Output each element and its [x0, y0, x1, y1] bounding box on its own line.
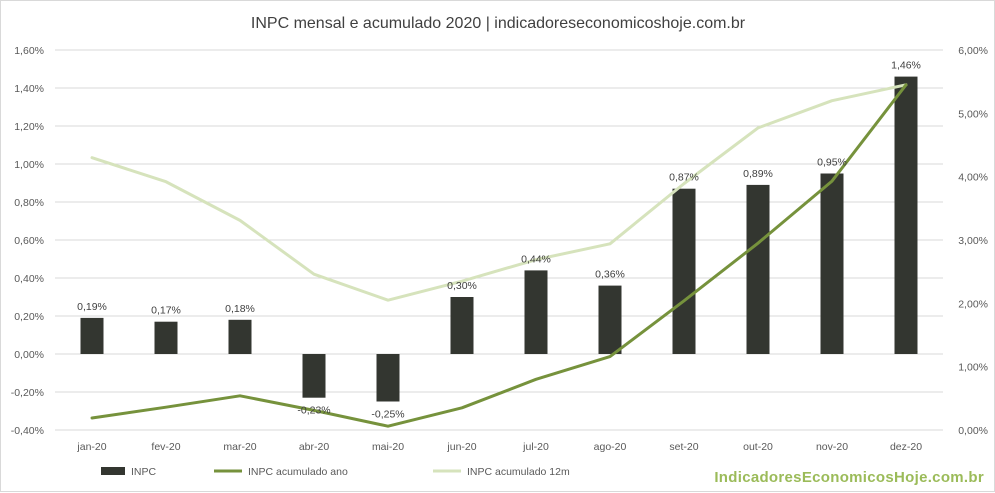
y-left-tick-label: -0,40% — [11, 425, 44, 437]
bar — [450, 297, 474, 354]
y-left-tick-label: 1,40% — [14, 83, 44, 95]
y-right-tick-label: 0,00% — [958, 425, 988, 437]
bar-data-label: 1,46% — [891, 60, 921, 72]
bar — [598, 285, 622, 354]
y-left-tick-label: 1,60% — [14, 45, 44, 57]
data-labels: 0,19% 0,17% 0,18% -0,23% -0,25% 0,30% 0,44% 0,3… — [77, 60, 921, 421]
y-left-tick-label: 0,40% — [14, 273, 44, 285]
watermark-text: IndicadoresEconomicosHoje.com.br — [714, 469, 984, 486]
x-tick-label: jan-20 — [76, 441, 106, 453]
y-left-tick-label: -0,20% — [11, 387, 44, 399]
line-series-path — [90, 83, 908, 302]
y-right-tick-label: 5,00% — [958, 108, 988, 120]
x-tick-label: jun-20 — [446, 441, 476, 453]
chart-title: INPC mensal e acumulado 2020 | indicador… — [251, 15, 746, 32]
bar — [80, 317, 104, 354]
bar-data-label: -0,25% — [371, 409, 404, 421]
y-left-tick-label: 0,80% — [14, 197, 44, 209]
y-right-tick-label: 2,00% — [958, 298, 988, 310]
x-tick-label: out-20 — [743, 441, 773, 453]
bar-data-label: 0,17% — [151, 305, 181, 317]
bar-data-label: 0,87% — [669, 172, 699, 184]
legend-label: INPC acumulado 12m — [467, 466, 570, 478]
bar — [524, 270, 548, 354]
bar — [228, 319, 252, 354]
legend-label: INPC acumulado ano — [248, 466, 348, 478]
x-tick-label: nov-20 — [816, 441, 848, 453]
y-left-tick-label: 0,60% — [14, 235, 44, 247]
line-series-path — [90, 83, 908, 428]
bar — [154, 321, 178, 354]
y-right-tick-label: 3,00% — [958, 235, 988, 247]
line-series — [90, 83, 908, 428]
y-left-tick-label: 0,00% — [14, 349, 44, 361]
y-axis-right: 0,00% 1,00% 2,00% 3,00% 4,00% 5,00% 6,00% — [958, 45, 988, 437]
x-tick-label: mar-20 — [223, 441, 256, 453]
x-tick-label: abr-20 — [299, 441, 330, 453]
bar — [746, 184, 770, 354]
bar-data-label: 0,19% — [77, 301, 107, 313]
y-right-tick-label: 4,00% — [958, 172, 988, 184]
bar-series-inpc — [80, 76, 918, 402]
x-tick-label: mai-20 — [372, 441, 404, 453]
bar — [376, 354, 400, 402]
bar — [302, 354, 326, 398]
bar-data-label: -0,23% — [297, 405, 330, 417]
bar-data-label: 0,89% — [743, 168, 773, 180]
bar — [820, 173, 844, 354]
bar-data-label: 0,18% — [225, 303, 255, 315]
y-left-tick-label: 0,20% — [14, 311, 44, 323]
bar-data-label: 0,44% — [521, 253, 551, 265]
bar-data-label: 0,95% — [817, 157, 847, 169]
legend-label: INPC — [131, 466, 157, 478]
x-tick-label: set-20 — [669, 441, 698, 453]
y-left-tick-label: 1,00% — [14, 159, 44, 171]
y-axis-left: -0,40% -0,20% 0,00% 0,20% 0,40% 0,60% 0,80% 1,0… — [11, 45, 44, 437]
x-tick-label: ago-20 — [594, 441, 627, 453]
x-tick-label: dez-20 — [890, 441, 922, 453]
gridlines — [55, 49, 943, 431]
bar-data-label: 0,36% — [595, 269, 625, 281]
bar — [672, 188, 696, 354]
y-left-tick-label: 1,20% — [14, 121, 44, 133]
x-tick-label: jul-20 — [522, 441, 549, 453]
y-right-tick-label: 6,00% — [958, 45, 988, 57]
bar-data-label: 0,30% — [447, 280, 477, 292]
x-axis: jan-20 fev-20 mar-20 abr-20 mai-20 jun-20 jul-… — [76, 441, 922, 453]
bar — [894, 76, 918, 354]
legend-swatch-bar — [101, 467, 125, 475]
y-right-tick-label: 1,00% — [958, 362, 988, 374]
legend: INPC INPC acumulado ano INPC acumulado 12m — [101, 466, 570, 478]
x-tick-label: fev-20 — [151, 441, 180, 453]
